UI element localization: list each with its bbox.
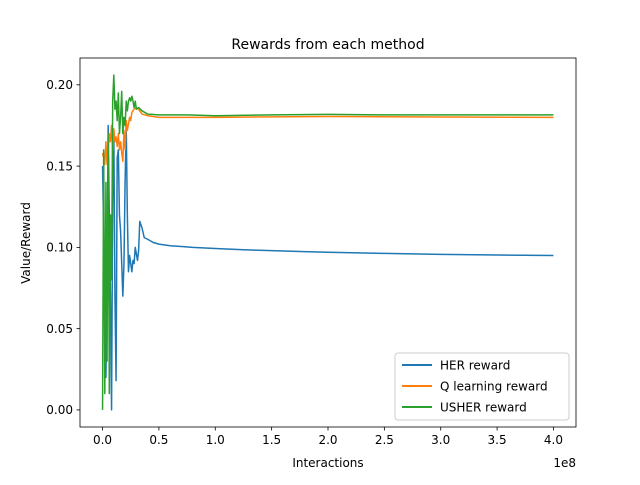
x-tick-label: 4.0	[544, 433, 563, 447]
legend-box	[394, 352, 570, 421]
series-line-her-reward	[101, 124, 554, 411]
x-tick-label: 3.5	[488, 433, 507, 447]
x-tick-label: 0.5	[149, 433, 168, 447]
series-line-q-learning-reward	[101, 106, 554, 166]
x-axis-label: Interactions	[292, 456, 363, 470]
plot-lines	[101, 74, 554, 411]
x-tick-label: 1.0	[206, 433, 225, 447]
y-tick-label: 0.05	[46, 322, 73, 336]
series-line-usher-reward	[101, 74, 554, 410]
y-tick-label: 0.00	[46, 403, 73, 417]
y-tick-label: 0.15	[46, 159, 73, 173]
y-tick-label: 0.20	[46, 78, 73, 92]
y-tick-label: 0.10	[46, 241, 73, 255]
legend-label-her: HER reward	[440, 359, 510, 373]
chart-title: Rewards from each method	[231, 37, 424, 53]
x-axis-offset-label: 1e8	[553, 456, 576, 470]
x-tick-label: 2.5	[375, 433, 394, 447]
x-tick-label: 2.0	[318, 433, 337, 447]
legend-label-usher: USHER reward	[440, 401, 527, 415]
y-axis-label: Value/Reward	[19, 202, 33, 284]
x-tick-label: 1.5	[262, 433, 281, 447]
x-tick-label: 3.0	[431, 433, 450, 447]
legend-label-q-learning: Q learning reward	[440, 380, 548, 394]
legend: HER reward Q learning reward USHER rewar…	[394, 352, 570, 421]
y-axis: 0.00 0.05 0.10 0.15 0.20	[46, 78, 80, 417]
x-tick-label: 0.0	[93, 433, 112, 447]
x-axis: 0.0 0.5 1.0 1.5 2.0 2.5 3.0 3.5 4.0	[93, 427, 563, 447]
